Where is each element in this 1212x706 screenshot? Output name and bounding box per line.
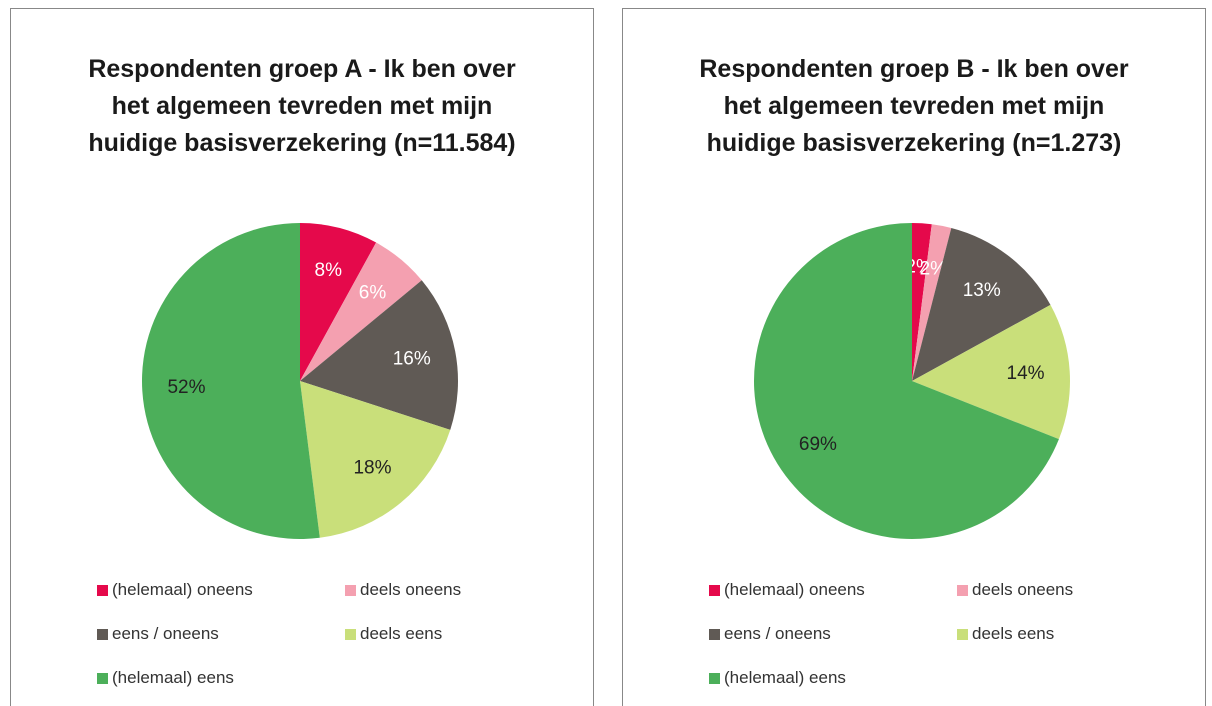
legend-label: (helemaal) oneens: [724, 580, 865, 599]
data-label: 69%: [799, 434, 837, 455]
data-label: 8%: [315, 260, 343, 281]
data-label: 52%: [167, 377, 205, 398]
pie-area: 8% 6% 16% 18% 52%: [142, 223, 459, 539]
legend-label: (helemaal) eens: [724, 668, 846, 687]
legend-swatch: [957, 585, 968, 596]
legend-swatch: [957, 629, 968, 640]
pie-slice: [912, 304, 1070, 440]
pie-slice: [300, 280, 459, 430]
pie-slice: [300, 242, 422, 381]
legend-label: deels eens: [360, 624, 443, 643]
data-label: 18%: [353, 458, 391, 479]
pie-slice: [142, 223, 320, 539]
legend-swatch: [345, 629, 356, 640]
legend-item: (helemaal) oneens: [97, 579, 253, 601]
legend-item: (helemaal) oneens: [709, 579, 865, 601]
legend-item: (helemaal) eens: [97, 667, 234, 689]
legend-swatch: [97, 673, 108, 684]
data-label: 14%: [1007, 363, 1045, 384]
legend-swatch: [709, 673, 720, 684]
chart-title: Respondenten groep B - Ik ben over het a…: [699, 55, 1129, 157]
pie-area: 2%2%13%14%69%: [754, 223, 1070, 539]
legend-swatch: [97, 585, 108, 596]
legend-swatch: [345, 585, 356, 596]
pie-slice: [912, 223, 932, 381]
legend-swatch: [709, 585, 720, 596]
chart-title: Respondenten groep A - Ik ben over het a…: [88, 55, 516, 157]
pie-slice: [912, 224, 952, 381]
data-label: 13%: [963, 280, 1001, 301]
legend-swatch: [97, 629, 108, 640]
legend-swatch: [709, 629, 720, 640]
legend-item: eens / oneens: [97, 623, 219, 645]
legend-label: eens / oneens: [112, 624, 219, 643]
legend-item: deels oneens: [957, 579, 1073, 601]
legend-label: deels oneens: [972, 580, 1074, 599]
legend-item: deels eens: [957, 623, 1054, 645]
legend-item: deels oneens: [345, 579, 461, 601]
data-label: 6%: [359, 282, 387, 303]
legend-item: deels eens: [345, 623, 442, 645]
legend-label: deels eens: [972, 624, 1055, 643]
pie-slice: [300, 381, 451, 538]
legend-label: (helemaal) oneens: [112, 580, 253, 599]
chart-panel: Respondenten groep B - Ik ben over het a…: [622, 8, 1206, 706]
legend-item: (helemaal) eens: [709, 667, 846, 689]
pie-slice: [912, 227, 1051, 381]
pie-slice: [300, 223, 377, 381]
legend-label: eens / oneens: [724, 624, 831, 643]
legend-label: deels oneens: [360, 580, 462, 599]
legend-item: eens / oneens: [709, 623, 831, 645]
data-label: 16%: [393, 349, 431, 370]
pie-slice: [754, 223, 1059, 539]
legend-label: (helemaal) eens: [112, 668, 234, 687]
chart-panel: Respondenten groep A - Ik ben over het a…: [10, 8, 594, 706]
